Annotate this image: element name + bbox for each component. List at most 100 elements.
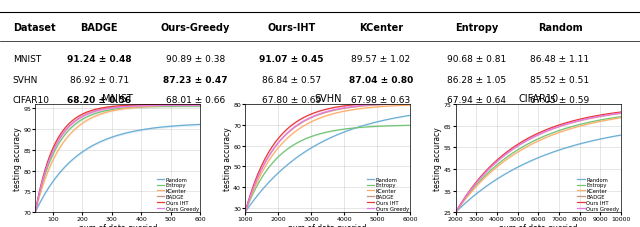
Random [31,211,39,214]
Ours IHT [617,111,625,114]
Ours Greedy [182,104,190,107]
KCenter [188,104,196,107]
Ours IHT [62,126,70,129]
Ours IHT [398,101,406,104]
Ours IHT [452,211,460,214]
BADGE [496,158,504,161]
Entropy [392,125,400,127]
Ours Greedy [603,114,611,117]
Entropy [241,211,249,214]
Random [609,136,616,138]
Y-axis label: testing accuracy: testing accuracy [433,127,442,190]
Ours Greedy [42,171,49,173]
Entropy [617,116,625,118]
Text: 68.20 ± 0.56: 68.20 ± 0.56 [67,96,131,105]
KCenter [496,164,504,166]
Entropy [462,197,470,200]
X-axis label: num of data queried: num of data queried [289,223,367,227]
Text: BADGE: BADGE [81,23,118,33]
BADGE [452,211,460,214]
BADGE [248,191,255,194]
KCenter [398,105,406,107]
Ours IHT [483,169,490,172]
Text: Ours-Greedy: Ours-Greedy [161,23,230,33]
Entropy [182,105,190,108]
BADGE [182,104,190,107]
Ours Greedy [196,104,204,107]
Ours IHT [76,115,83,118]
Text: Dataset: Dataset [13,23,56,33]
Ours Greedy [458,200,466,203]
Legend: Random, Entropy, KCenter, BADGE, Ours IHT, Ours Greedy: Random, Entropy, KCenter, BADGE, Ours IH… [156,176,199,211]
Ours IHT [462,195,470,198]
Random [406,114,414,117]
Text: 67.80 ± 0.69: 67.80 ± 0.69 [262,96,321,105]
Line: Ours IHT: Ours IHT [245,103,410,212]
Text: Ours-IHT: Ours-IHT [267,23,316,33]
KCenter [42,178,49,180]
BADGE [392,103,400,106]
Text: 85.52 ± 0.51: 85.52 ± 0.51 [531,76,589,84]
Entropy [196,105,204,108]
BADGE [483,170,490,173]
KCenter [38,188,45,190]
Text: 67.98 ± 0.63: 67.98 ± 0.63 [351,96,410,105]
Random [496,176,504,179]
Text: 86.28 ± 1.05: 86.28 ± 1.05 [447,76,506,84]
BADGE [252,183,259,185]
Entropy [62,132,70,135]
Text: 67.05 ± 0.59: 67.05 ± 0.59 [531,96,589,105]
BADGE [31,211,39,214]
Line: KCenter: KCenter [35,106,200,212]
X-axis label: num of data queried: num of data queried [499,223,577,227]
KCenter [182,104,190,107]
Text: 86.92 ± 0.71: 86.92 ± 0.71 [70,76,129,84]
Title: MNIST: MNIST [102,94,133,104]
Ours Greedy [452,211,460,214]
Entropy [496,161,504,164]
Ours Greedy [188,104,196,107]
Entropy [42,173,49,176]
BADGE [188,104,196,107]
Line: Ours Greedy: Ours Greedy [35,106,200,212]
Entropy [398,125,406,127]
Ours IHT [31,211,39,214]
X-axis label: num of data queried: num of data queried [79,223,157,227]
Ours Greedy [252,182,259,185]
Ours Greedy [462,196,470,198]
KCenter [462,197,470,200]
Random [188,124,196,127]
KCenter [248,193,255,196]
Entropy [285,147,293,150]
KCenter [406,104,414,107]
Ours IHT [196,104,204,106]
Entropy [483,173,490,176]
Text: 87.23 ± 0.47: 87.23 ± 0.47 [163,76,227,84]
BADGE [603,114,611,117]
Random [76,153,83,156]
BADGE [285,131,293,133]
Text: Random: Random [538,23,582,33]
BADGE [398,103,406,106]
KCenter [62,138,70,141]
Text: MNIST: MNIST [13,54,41,64]
Text: 86.48 ± 1.11: 86.48 ± 1.11 [531,54,589,64]
KCenter [458,202,466,205]
Random [617,134,625,137]
Entropy [406,124,414,127]
Ours IHT [285,126,293,129]
Ours Greedy [285,130,293,133]
KCenter [272,150,280,153]
Text: 90.89 ± 0.38: 90.89 ± 0.38 [166,54,225,64]
Line: KCenter: KCenter [456,118,621,212]
KCenter [617,117,625,120]
Ours IHT [458,200,466,203]
Entropy [76,120,83,123]
Random [285,162,293,165]
KCenter [452,211,460,214]
Ours Greedy [248,191,255,194]
Text: KCenter: KCenter [359,23,403,33]
BADGE [62,129,70,131]
BADGE [38,182,45,185]
Line: Ours IHT: Ours IHT [456,113,621,212]
